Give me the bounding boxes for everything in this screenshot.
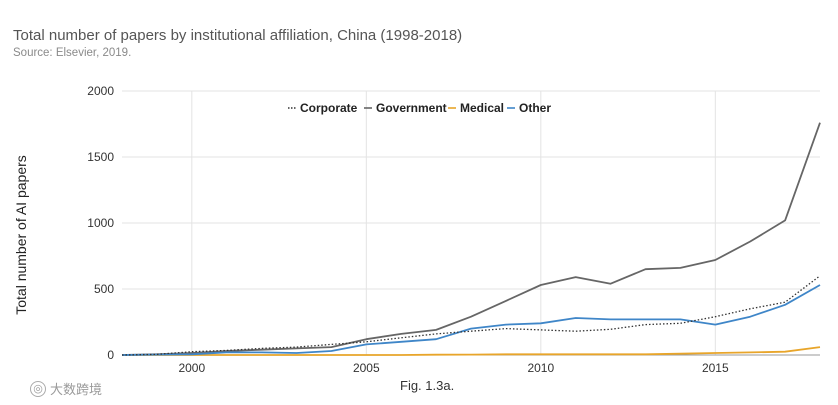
legend-label-corporate: Corporate [300,101,358,115]
x-tick-label: 2010 [527,361,554,375]
figure-caption: Fig. 1.3a. [400,378,455,393]
y-tick-label: 1000 [87,216,114,230]
series-line-other [121,284,821,356]
series-line-government [121,122,821,356]
series-line-medical [122,346,821,356]
watermark-text: 大数跨境 [50,382,103,397]
series-line-corporate [121,275,821,356]
legend-label-government: Government [376,101,447,115]
watermark-logo-icon: ◎ [30,380,46,397]
y-tick-label: 0 [107,348,114,362]
legend-label-other: Other [519,101,551,115]
y-tick-label: 500 [94,282,114,296]
y-tick-label: 2000 [87,84,114,98]
chart-source: Source: Elsevier, 2019. [13,47,132,59]
chart-title: Total number of papers by institutional … [13,27,463,44]
x-tick-label: 2005 [353,361,380,375]
x-tick-label: 2000 [178,361,205,375]
watermark: ◎ 大数跨境 [30,379,102,398]
y-tick-label: 1500 [87,150,114,164]
legend-label-medical: Medical [460,101,504,115]
y-axis-label: Total number of AI papers [13,155,29,315]
x-tick-label: 2015 [702,361,729,375]
